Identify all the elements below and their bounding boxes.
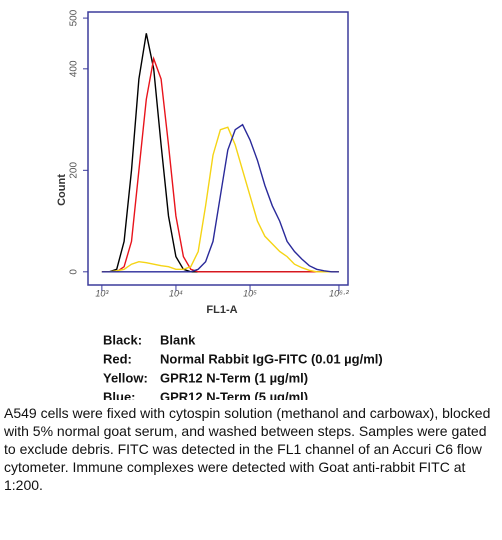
y-tick-label: 0: [69, 269, 80, 275]
plot-frame: [87, 11, 349, 286]
histogram-line: [101, 33, 339, 273]
legend-label: Blank: [160, 332, 196, 347]
x-tick-label: 10⁵: [243, 288, 257, 298]
x-axis-label: FL1-A: [206, 304, 237, 316]
chart: Count FL1-A 0 200 400 500 10³ 10⁴ 10⁵ 10⁶·² Blac…: [56, 9, 383, 404]
x-tick-label: 10⁶·²: [329, 288, 350, 298]
histogram-line: [101, 123, 339, 273]
caption: A549 cells were fixed with cytospin solu…: [4, 405, 491, 493]
y-tick-label: 200: [69, 162, 80, 179]
y-tick-label: 500: [69, 9, 80, 26]
legend-key: Red:: [103, 351, 132, 366]
x-tick-label: 10³: [95, 288, 109, 298]
legend-key: Yellow:: [103, 370, 148, 385]
y-tick-label: 400: [69, 60, 80, 77]
histogram-line: [101, 56, 339, 273]
legend-label: Normal Rabbit IgG-FITC (0.01 µg/ml): [160, 351, 383, 366]
legend-key: Blue:: [103, 389, 136, 400]
legend-key: Black:: [103, 332, 142, 347]
legend-label: GPR12 N-Term (1 µg/ml): [160, 370, 308, 385]
histogram-line: [101, 126, 339, 273]
x-tick-label: 10⁴: [169, 288, 183, 298]
legend-label: GPR12 N-Term (5 µg/ml): [160, 389, 308, 400]
y-axis-label: Count: [56, 174, 68, 206]
